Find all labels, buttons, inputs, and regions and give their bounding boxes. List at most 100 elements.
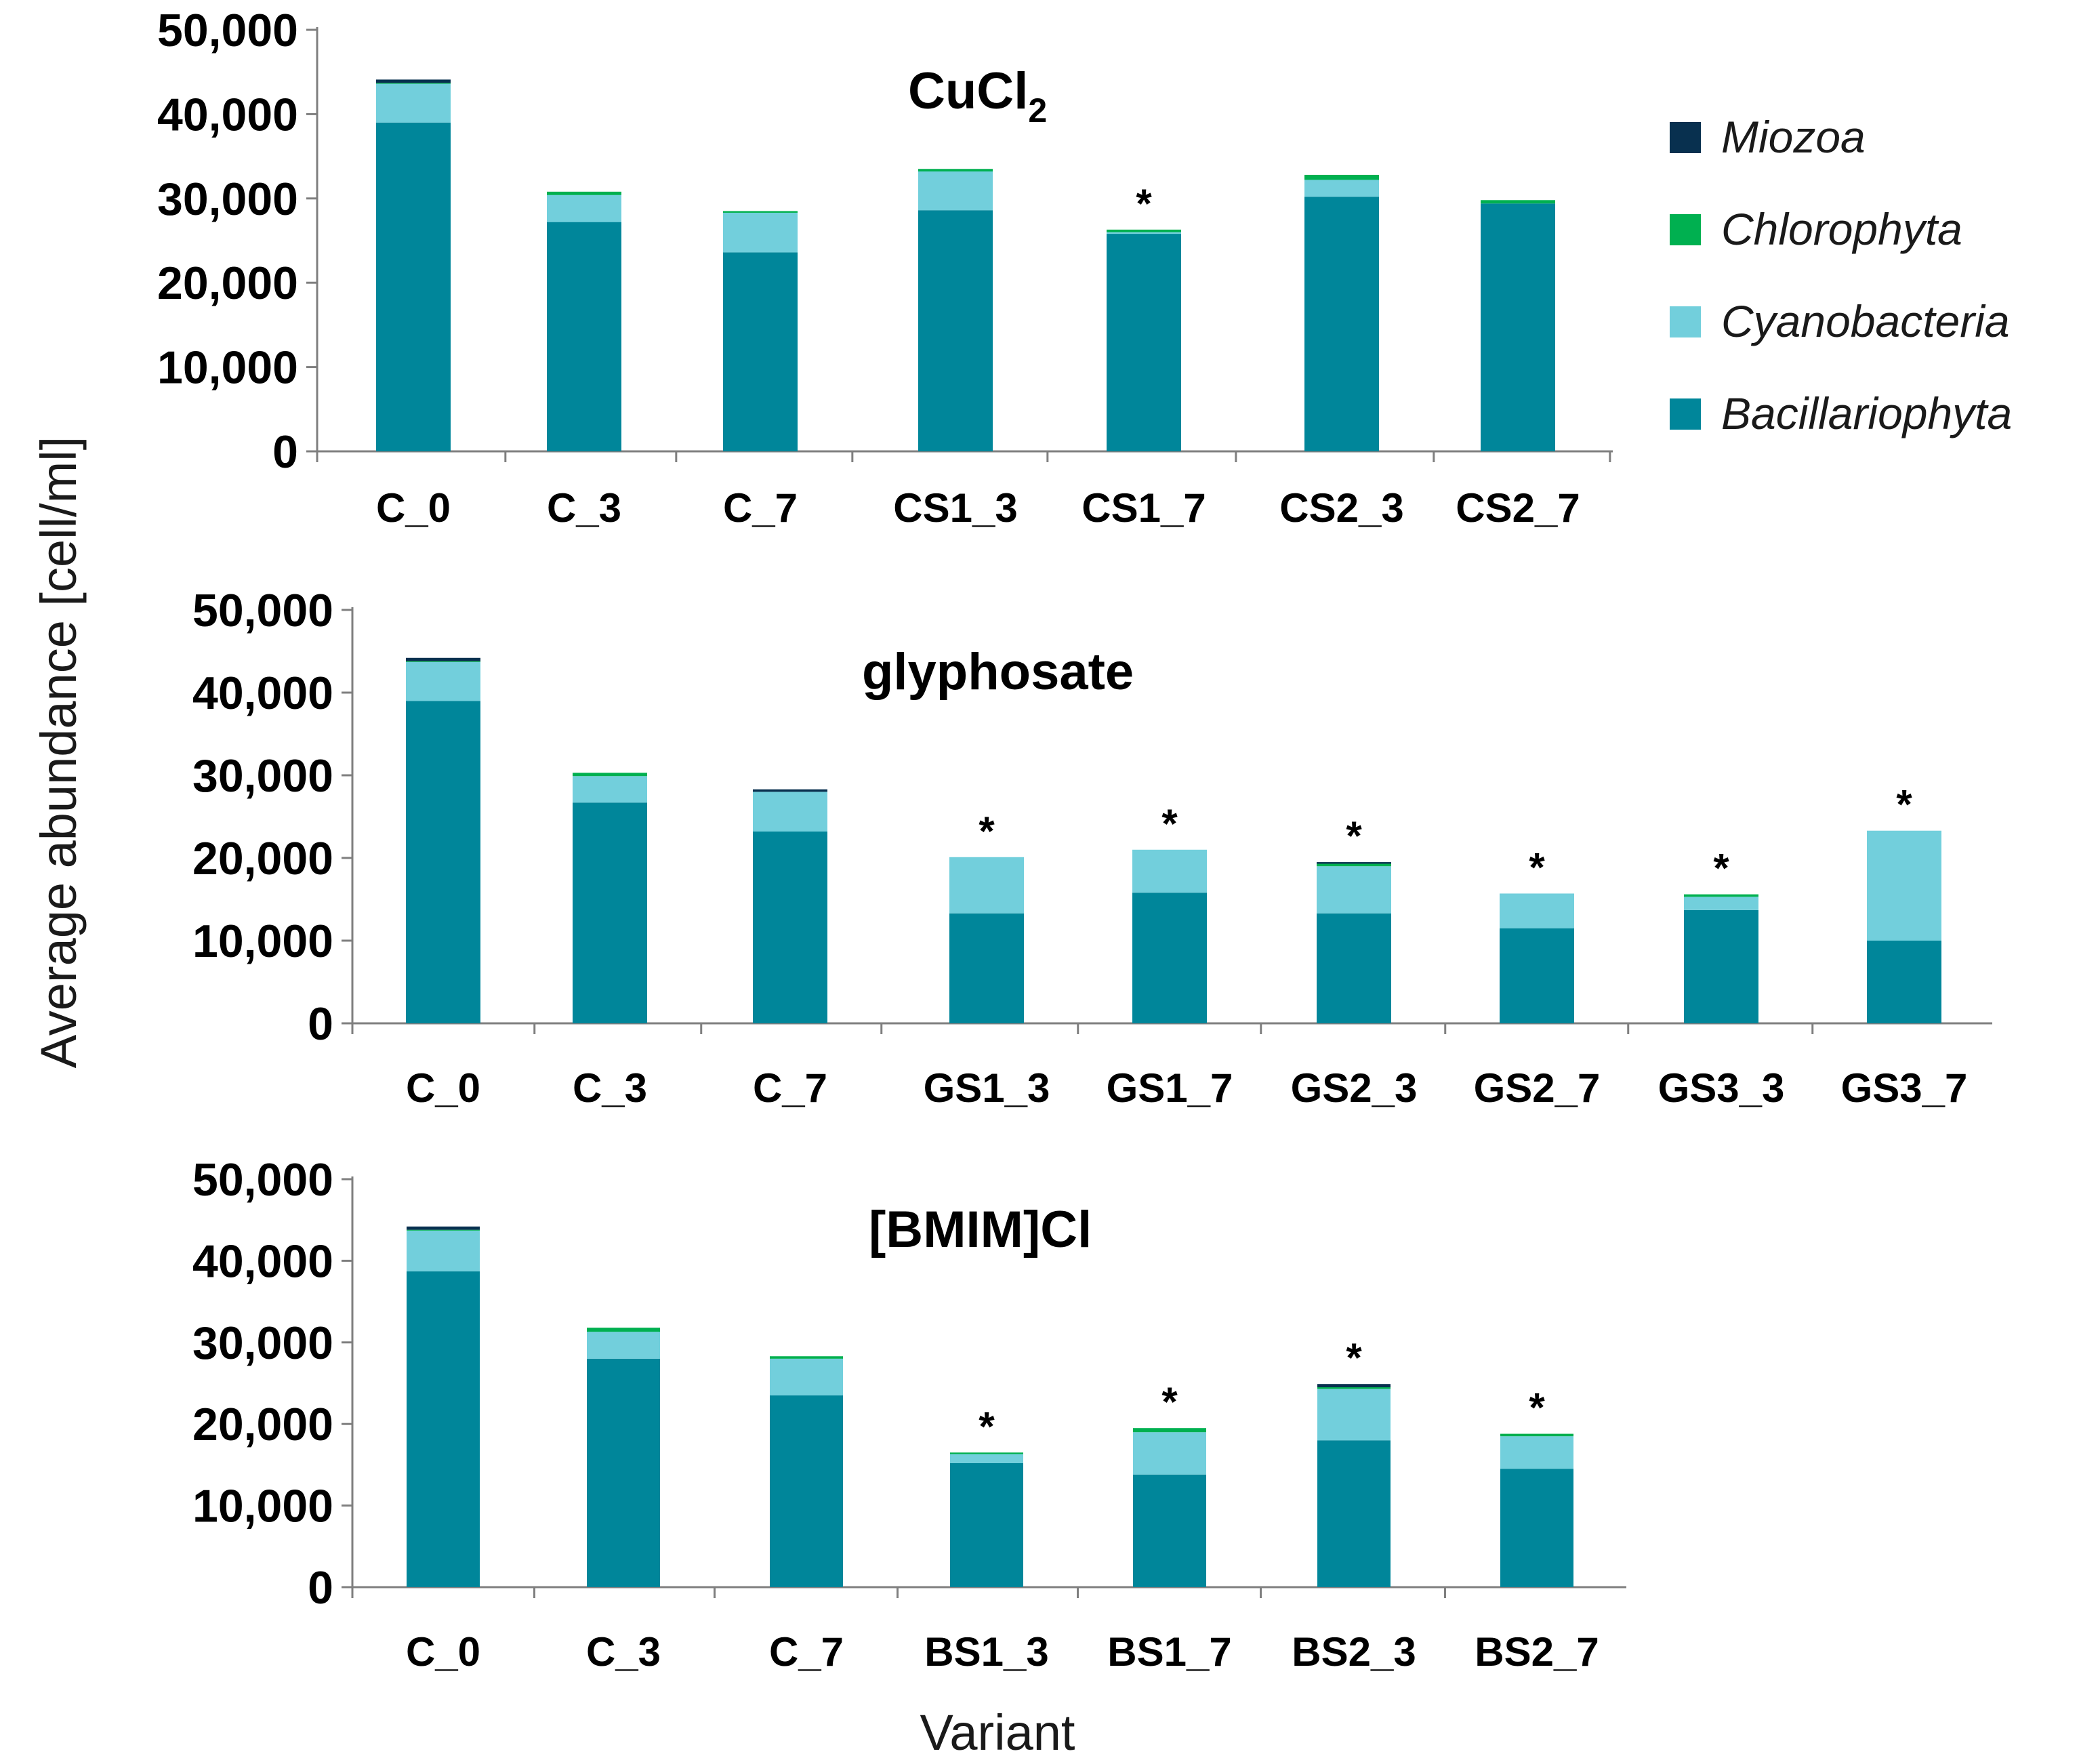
bar-segment-chlorophyta-c_0 — [406, 661, 480, 662]
bar-segment-cyanobacteria-bs1_3 — [950, 1454, 1023, 1463]
bar-segment-cyanobacteria-cs1_7 — [1107, 232, 1181, 234]
bar-segment-bacillariophyta-gs3_7 — [1867, 941, 1941, 1023]
significance-marker-cs1_7: * — [1136, 181, 1152, 226]
bar-segment-chlorophyta-bs2_3 — [1317, 1387, 1391, 1389]
y-tick-label: 20,000 — [192, 833, 333, 884]
legend: Miozoa Chlorophyta Cyanobacteria Bacilla… — [1670, 112, 2012, 438]
bar-segment-cyanobacteria-c_0 — [406, 661, 480, 701]
significance-marker-gs2_3: * — [1346, 813, 1362, 859]
significance-marker-gs1_3: * — [979, 808, 995, 854]
legend-label-cyanobacteria: Cyanobacteria — [1721, 296, 2010, 346]
panel-title-cucl2-main: CuCl — [908, 62, 1028, 120]
y-tick-label: 0 — [308, 998, 333, 1050]
x-tick-label-c_3: C_3 — [573, 1065, 647, 1111]
y-axis-title: Average abundance [cell/ml] — [30, 436, 87, 1068]
y-tick-label: 40,000 — [192, 1235, 333, 1287]
bar-segment-bacillariophyta-gs1_7 — [1132, 893, 1207, 1023]
chart-panel-bmimcl: 0 10,000 20,000 30,000 40,000 50,000 C_0 C_3 C_7… — [192, 1154, 1626, 1675]
x-tick-label-cs2_3: CS2_3 — [1279, 485, 1403, 531]
significance-marker-bs2_7: * — [1529, 1385, 1545, 1431]
panel-title-cucl2: CuCl2 — [908, 62, 1047, 129]
legend-swatch-cyanobacteria — [1670, 306, 1701, 337]
bar-segment-bacillariophyta-c_3 — [587, 1358, 660, 1587]
legend-label-bacillariophyta: Bacillariophyta — [1721, 388, 2012, 438]
bar-segment-chlorophyta-cs2_7 — [1481, 200, 1555, 204]
bar-segment-cyanobacteria-cs1_3 — [918, 171, 993, 211]
legend-swatch-chlorophyta — [1670, 214, 1701, 245]
panel-title-bmimcl: [BMIM]Cl — [869, 1201, 1092, 1258]
x-tick-label-gs3_7: GS3_7 — [1841, 1065, 1968, 1111]
significance-marker-gs3_7: * — [1896, 782, 1912, 827]
bar-segment-bacillariophyta-c_0 — [406, 701, 480, 1023]
x-tick-label-c_7: C_7 — [769, 1629, 844, 1675]
legend-swatch-miozoa — [1670, 122, 1701, 153]
y-tick-label: 40,000 — [157, 89, 298, 140]
y-tick-label: 30,000 — [192, 1317, 333, 1369]
x-tick-label-gs2_7: GS2_7 — [1474, 1065, 1601, 1111]
x-tick-label-c_0: C_0 — [406, 1629, 480, 1675]
bar-segment-cyanobacteria-gs2_7 — [1500, 893, 1574, 928]
legend-swatch-bacillariophyta — [1670, 398, 1701, 430]
bar-segment-chlorophyta-c_3 — [573, 773, 647, 777]
bar-segment-bacillariophyta-cs1_3 — [918, 210, 993, 451]
bar-segment-bacillariophyta-bs1_3 — [950, 1462, 1023, 1587]
y-tick-label: 20,000 — [192, 1399, 333, 1450]
bar-segment-cyanobacteria-gs1_7 — [1132, 849, 1207, 893]
bar-segment-bacillariophyta-c_3 — [547, 222, 621, 451]
y-tick-label: 30,000 — [192, 750, 333, 802]
chart-panel-glyphosate: 0 10,000 20,000 30,000 40,000 50,000 C_0 C_3 C_7… — [192, 585, 1992, 1111]
bar-segment-chlorophyta-cs1_3 — [918, 169, 993, 171]
bar-segment-bacillariophyta-bs2_3 — [1317, 1440, 1391, 1587]
bar-segment-bacillariophyta-gs3_3 — [1684, 909, 1758, 1023]
bar-segment-bacillariophyta-c_7 — [770, 1395, 843, 1587]
bar-segment-cyanobacteria-gs3_3 — [1684, 897, 1758, 910]
x-tick-label-c_7: C_7 — [753, 1065, 827, 1111]
y-tick-label: 0 — [308, 1562, 333, 1614]
panel-title-glyphosate: glyphosate — [862, 643, 1134, 701]
bar-segment-cyanobacteria-cs2_3 — [1304, 180, 1379, 197]
bar-segment-cyanobacteria-bs2_3 — [1317, 1389, 1391, 1441]
x-axis-title: Variant — [920, 1704, 1075, 1761]
bar-segment-cyanobacteria-gs2_3 — [1317, 866, 1391, 914]
x-tick-label-c_3: C_3 — [547, 485, 621, 531]
bar-segment-cyanobacteria-c_3 — [587, 1332, 660, 1359]
bar-segment-bacillariophyta-bs1_7 — [1133, 1474, 1206, 1587]
x-tick-label-bs2_7: BS2_7 — [1475, 1629, 1599, 1675]
y-tick-label: 10,000 — [157, 342, 298, 394]
bar-segment-miozoa-bs2_3 — [1317, 1384, 1391, 1388]
bar-segment-cyanobacteria-c_7 — [753, 792, 827, 832]
y-tick-label: 50,000 — [192, 585, 333, 636]
x-tick-label-gs1_7: GS1_7 — [1107, 1065, 1233, 1111]
x-tick-label-bs1_3: BS1_3 — [924, 1629, 1048, 1675]
significance-marker-bs2_3: * — [1346, 1335, 1362, 1380]
y-tick-label: 10,000 — [192, 1481, 333, 1532]
bar-segment-chlorophyta-cs1_7 — [1107, 229, 1181, 232]
bar-segment-chlorophyta-bs1_7 — [1133, 1428, 1206, 1433]
bar-segment-cyanobacteria-bs2_7 — [1500, 1436, 1573, 1469]
significance-marker-gs2_7: * — [1529, 844, 1545, 890]
y-tick-label: 20,000 — [157, 258, 298, 309]
bar-segment-miozoa-gs2_3 — [1317, 862, 1391, 864]
y-tick-label: 0 — [272, 426, 298, 478]
bar-segment-cyanobacteria-bs1_7 — [1133, 1432, 1206, 1475]
x-tick-label-bs1_7: BS1_7 — [1107, 1629, 1231, 1675]
bar-segment-miozoa-c_0 — [406, 657, 480, 661]
x-tick-label-bs2_3: BS2_3 — [1292, 1629, 1416, 1675]
bar-segment-chlorophyta-bs1_3 — [950, 1452, 1023, 1454]
bar-segment-bacillariophyta-bs2_7 — [1500, 1469, 1573, 1587]
bar-segment-bacillariophyta-cs2_7 — [1481, 203, 1555, 451]
significance-marker-bs1_3: * — [979, 1404, 995, 1449]
bar-segment-bacillariophyta-c_7 — [753, 831, 827, 1023]
panel-title-cucl2-subscript: 2 — [1028, 91, 1047, 129]
x-tick-label-gs2_3: GS2_3 — [1291, 1065, 1418, 1111]
x-tick-label-gs3_3: GS3_3 — [1658, 1065, 1785, 1111]
bar-segment-bacillariophyta-gs2_7 — [1500, 928, 1574, 1023]
significance-marker-gs3_3: * — [1713, 846, 1729, 891]
bar-segment-bacillariophyta-c_0 — [407, 1271, 480, 1587]
y-tick-label: 50,000 — [192, 1154, 333, 1206]
bar-segment-bacillariophyta-c_3 — [573, 802, 647, 1023]
significance-marker-gs1_7: * — [1161, 801, 1178, 846]
y-tick-label: 40,000 — [192, 668, 333, 719]
bar-segment-miozoa-c_7 — [753, 789, 827, 792]
